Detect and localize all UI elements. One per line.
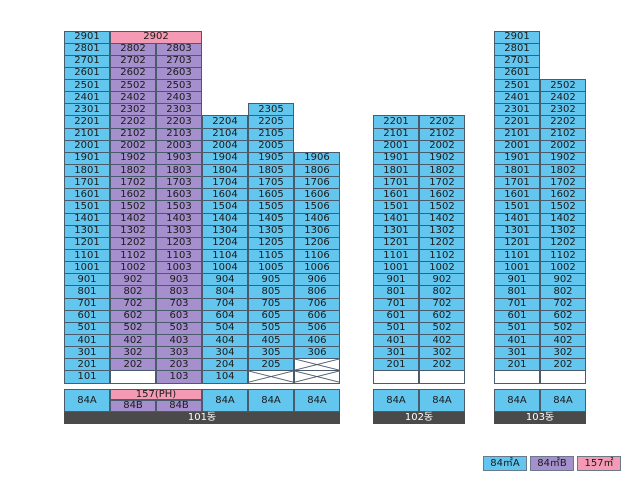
penthouse-unit-cell: 2902	[110, 30, 202, 44]
empty-unit-cell	[494, 370, 540, 384]
unit-cell: 703	[156, 297, 202, 311]
unit-cell: 1701	[64, 176, 110, 190]
empty-unit-cell	[373, 370, 419, 384]
unit-cell: 1501	[494, 200, 540, 214]
unit-cell: 1001	[64, 261, 110, 275]
building-label: 102동	[373, 412, 465, 424]
unit-type-cell: 84A	[294, 389, 340, 412]
unavailable-unit-cell	[294, 370, 340, 384]
legend-item: 84㎡B	[530, 456, 574, 471]
unit-type-cell: 84A	[419, 389, 465, 412]
unit-cell: 704	[202, 297, 248, 311]
unit-cell: 802	[419, 285, 465, 299]
unit-cell: 2003	[156, 139, 202, 153]
unit-type-cell: 84B	[156, 400, 202, 412]
unit-cell: 1206	[294, 236, 340, 250]
unit-type-cell: 84A	[494, 389, 540, 412]
unit-type-cell: 84A	[202, 389, 248, 412]
unit-cell: 104	[202, 370, 248, 384]
unit-cell: 602	[110, 309, 156, 323]
legend-item: 157㎡	[577, 456, 621, 471]
empty-unit-cell	[540, 370, 586, 384]
building-label: 101동	[64, 412, 340, 424]
unit-cell: 103	[156, 370, 202, 384]
unit-type-cell: 84A	[540, 389, 586, 412]
unit-cell: 1204	[202, 236, 248, 250]
empty-unit-cell	[419, 370, 465, 384]
unit-type-cell: 84B	[110, 400, 156, 412]
unit-cell: 701	[494, 297, 540, 311]
unit-type-cell: 84A	[64, 389, 110, 412]
unit-cell: 101	[64, 370, 110, 384]
unit-cell: 705	[248, 297, 294, 311]
unit-cell: 803	[156, 285, 202, 299]
unit-type-cell: 84A	[373, 389, 419, 412]
cross-mark-icon	[249, 371, 293, 383]
unit-type-cell: 84A	[248, 389, 294, 412]
empty-unit-cell	[110, 370, 156, 384]
building-label: 103동	[494, 412, 586, 424]
unavailable-unit-cell	[248, 370, 294, 384]
unit-cell: 306	[294, 346, 340, 360]
unit-cell: 201	[64, 358, 110, 372]
penthouse-type-cell: 157(PH)	[110, 389, 202, 400]
cross-mark-icon	[295, 359, 339, 371]
unit-cell: 1104	[202, 249, 248, 263]
unit-cell: 1901	[373, 151, 419, 166]
cross-mark-icon	[295, 371, 339, 383]
legend-item: 84㎡A	[483, 456, 527, 471]
unit-cell: 2004	[202, 139, 248, 153]
